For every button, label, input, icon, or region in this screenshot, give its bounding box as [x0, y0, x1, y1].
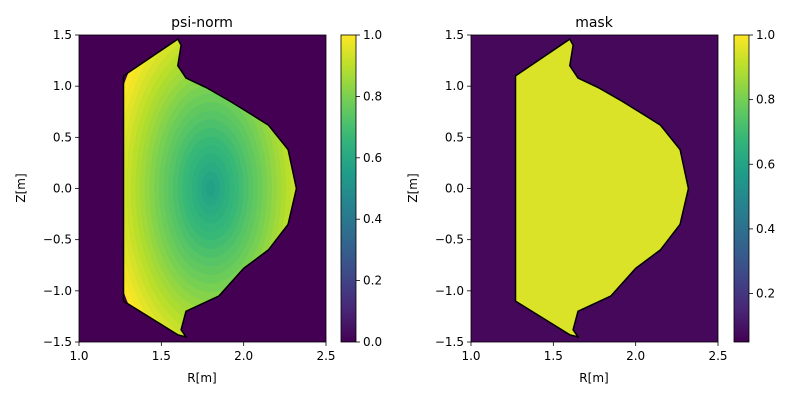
colorbar-tick-label: 1.0	[363, 28, 382, 42]
plot-area: 1.0 1.5 2.0 2.5 −1.5 −1.0 −0.5 0.0 0.5 1.0 1.5	[43, 28, 336, 363]
y-tick-label: −1.0	[43, 284, 72, 298]
x-tick-label: 1.0	[69, 349, 88, 363]
colorbar-gradient	[734, 35, 749, 342]
x-tick-label: 2.0	[234, 349, 253, 363]
colorbar-tick-label: 0.6	[363, 151, 382, 165]
x-axis-label: R[m]	[579, 371, 608, 385]
colorbar: 0.0 0.2 0.4 0.6 0.8 1.0	[340, 28, 382, 349]
boundary-line	[514, 38, 690, 339]
panel-title: psi-norm	[171, 15, 233, 31]
y-tick-label: 1.0	[53, 79, 72, 93]
plot-area: 1.0 1.5 2.0 2.5 −1.5 −1.0 −0.5 0.0 0.5 1.0 1.5	[435, 28, 728, 363]
y-tick-label: −1.0	[435, 284, 464, 298]
y-tick-label: −0.5	[43, 233, 72, 247]
y-axis-label: Z[m]	[14, 173, 28, 202]
colorbar-tick-label: 0.0	[363, 335, 382, 349]
panel-mask: mask 1.0 1.5 2.0 2.5−1.5−1.0−0.50.00.51.01.…	[406, 15, 775, 385]
colorbar-tick-label: 0.4	[363, 212, 382, 226]
y-tick-label: 1.5	[445, 28, 464, 42]
colorbar-frame	[340, 34, 357, 343]
y-tick-label: 0.0	[53, 182, 72, 196]
colorbar-tick-label: 0.8	[363, 89, 382, 103]
colorbar-tick-label: 1.0	[756, 28, 775, 42]
colorbar-tick-label: 0.8	[756, 93, 775, 107]
colorbar-frame	[733, 34, 750, 343]
y-tick-label: 1.0	[445, 79, 464, 93]
y-tick-label: 0.5	[53, 130, 72, 144]
x-axis-label: R[m]	[187, 371, 216, 385]
y-axis-label: Z[m]	[406, 173, 420, 202]
y-tick-label: 0.0	[445, 182, 464, 196]
x-tick-label: 1.0	[461, 349, 480, 363]
contour-band	[206, 179, 216, 198]
panel-psi-norm: psi-norm 1.0 1.5 2.0 2.5−1.5−1.0−0.50.00.51…	[14, 15, 382, 385]
x-tick-label: 2.5	[708, 349, 727, 363]
colorbar-tick-label: 0.4	[756, 222, 775, 236]
colorbar-tick-label: 0.2	[363, 274, 382, 288]
y-tick-label: −1.5	[43, 335, 72, 349]
colorbar-tick-label: 0.2	[756, 287, 775, 301]
x-tick-label: 1.5	[152, 349, 171, 363]
boundary-line	[122, 38, 298, 339]
x-tick-label: 2.0	[626, 349, 645, 363]
colorbar-tick-label: 0.6	[756, 157, 775, 171]
colorbar-gradient	[341, 35, 356, 342]
mask-interior	[515, 39, 689, 337]
y-tick-label: 0.5	[445, 130, 464, 144]
panel-title: mask	[575, 15, 614, 31]
colorbar: 0.2 0.4 0.6 0.8 1.0	[733, 28, 775, 343]
y-tick-label: −0.5	[435, 233, 464, 247]
y-tick-label: −1.5	[435, 335, 464, 349]
y-tick-label: 1.5	[53, 28, 72, 42]
x-tick-label: 2.5	[316, 349, 335, 363]
x-tick-label: 1.5	[544, 349, 563, 363]
